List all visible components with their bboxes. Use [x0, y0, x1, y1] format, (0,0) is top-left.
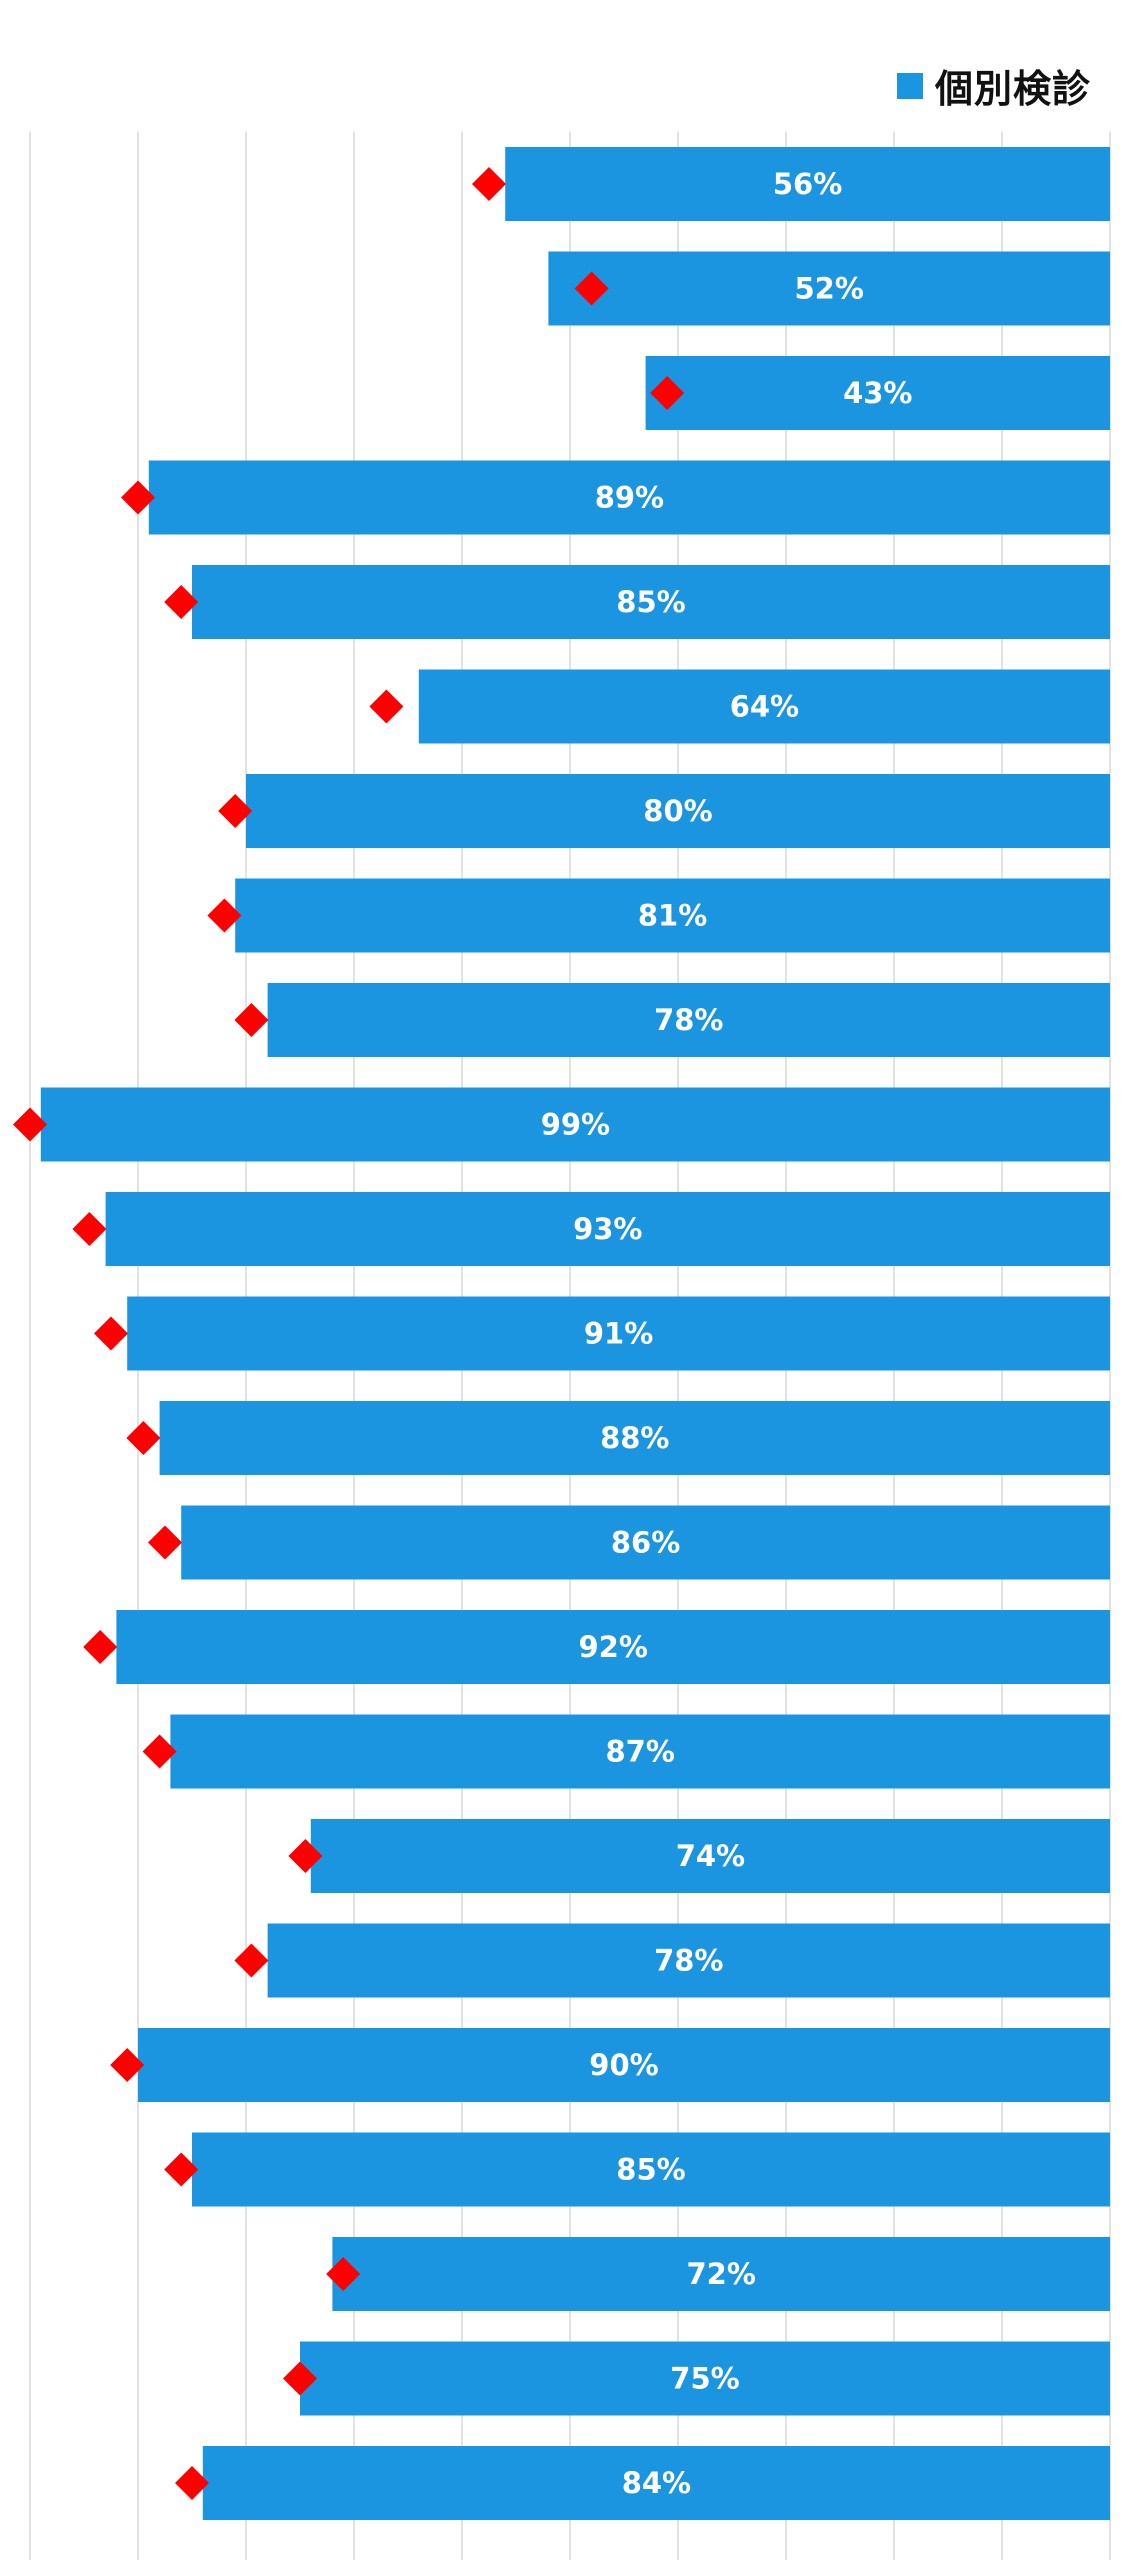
- bar: [192, 2132, 1110, 2207]
- diamond-marker: [283, 2361, 317, 2396]
- legend-label: 個別検診: [934, 67, 1091, 111]
- diamond-marker: [234, 1003, 269, 1037]
- bar-data-label: 99%: [541, 1108, 610, 1142]
- diamond-marker: [175, 2466, 209, 2500]
- bar: [310, 1819, 1110, 1893]
- bar: [300, 2341, 1110, 2416]
- bar-data-label: 80%: [643, 794, 712, 828]
- bar: [246, 774, 1110, 848]
- diamond-marker: [234, 1943, 269, 1978]
- bar-data-label: 64%: [730, 690, 799, 724]
- bar-data-label: 88%: [600, 1421, 669, 1455]
- bar: [202, 2446, 1111, 2520]
- legend-swatch: [896, 72, 923, 99]
- bar-data-label: 86%: [611, 1526, 680, 1560]
- bar-data-label: 56%: [773, 167, 842, 201]
- diamond-marker: [126, 1421, 161, 1455]
- diamond-marker: [650, 376, 685, 410]
- bar: [235, 878, 1110, 953]
- bar: [138, 2028, 1110, 2102]
- bar: [267, 1923, 1111, 1998]
- legend: 個別検診: [896, 58, 1091, 113]
- bar-data-label: 78%: [654, 1944, 723, 1978]
- diamond-marker: [13, 1107, 47, 1142]
- bar-data-label: 75%: [670, 2362, 739, 2396]
- bar: [127, 1296, 1110, 1371]
- bar-data-label: 43%: [843, 376, 912, 410]
- bar: [181, 1505, 1110, 1580]
- diamond-marker: [288, 1839, 323, 1873]
- bar-data-label: 74%: [676, 1839, 745, 1873]
- diamond-marker: [164, 585, 199, 619]
- diamond-marker: [574, 271, 609, 306]
- bar-data-label: 84%: [622, 2466, 691, 2500]
- diamond-marker: [148, 1525, 182, 1560]
- diamond-marker: [94, 1316, 128, 1351]
- bar-data-label: 85%: [616, 585, 685, 619]
- diamond-marker: [83, 1630, 118, 1664]
- bar: [159, 1401, 1111, 1475]
- bar-data-label: 81%: [638, 899, 707, 933]
- bar: [645, 356, 1110, 430]
- bar-data-label: 89%: [595, 481, 664, 515]
- bar-data-label: 91%: [584, 1317, 653, 1351]
- bar: [170, 1714, 1110, 1789]
- bar-data-label: 52%: [794, 272, 863, 306]
- diamond-marker: [164, 2152, 199, 2187]
- diamond-marker: [472, 167, 506, 201]
- bar: [192, 565, 1110, 639]
- bar-data-label: 78%: [654, 1003, 723, 1037]
- bar-data-label: 87%: [605, 1735, 674, 1769]
- diamond-marker: [326, 2257, 361, 2291]
- bar: [148, 460, 1111, 535]
- bar-data-label: 93%: [573, 1212, 642, 1246]
- diamond-marker: [369, 689, 404, 724]
- bar: [505, 147, 1110, 221]
- bar: [105, 1192, 1111, 1266]
- bar-data-label: 92%: [578, 1630, 647, 1664]
- bar: [116, 1610, 1110, 1684]
- diamond-marker: [72, 1212, 107, 1246]
- bar-data-label: 90%: [589, 2048, 658, 2082]
- bar-data-label: 85%: [616, 2153, 685, 2187]
- bar: [267, 983, 1111, 1057]
- bar: [40, 1087, 1110, 1162]
- diamond-marker: [142, 1734, 177, 1769]
- bar: [548, 251, 1110, 326]
- bar: [332, 2237, 1110, 2311]
- diamond-marker: [110, 2048, 145, 2082]
- bar-data-label: 72%: [686, 2257, 755, 2291]
- bar: [418, 669, 1110, 744]
- diamond-marker: [121, 480, 155, 515]
- diamond-marker: [218, 794, 253, 828]
- diamond-marker: [207, 898, 242, 933]
